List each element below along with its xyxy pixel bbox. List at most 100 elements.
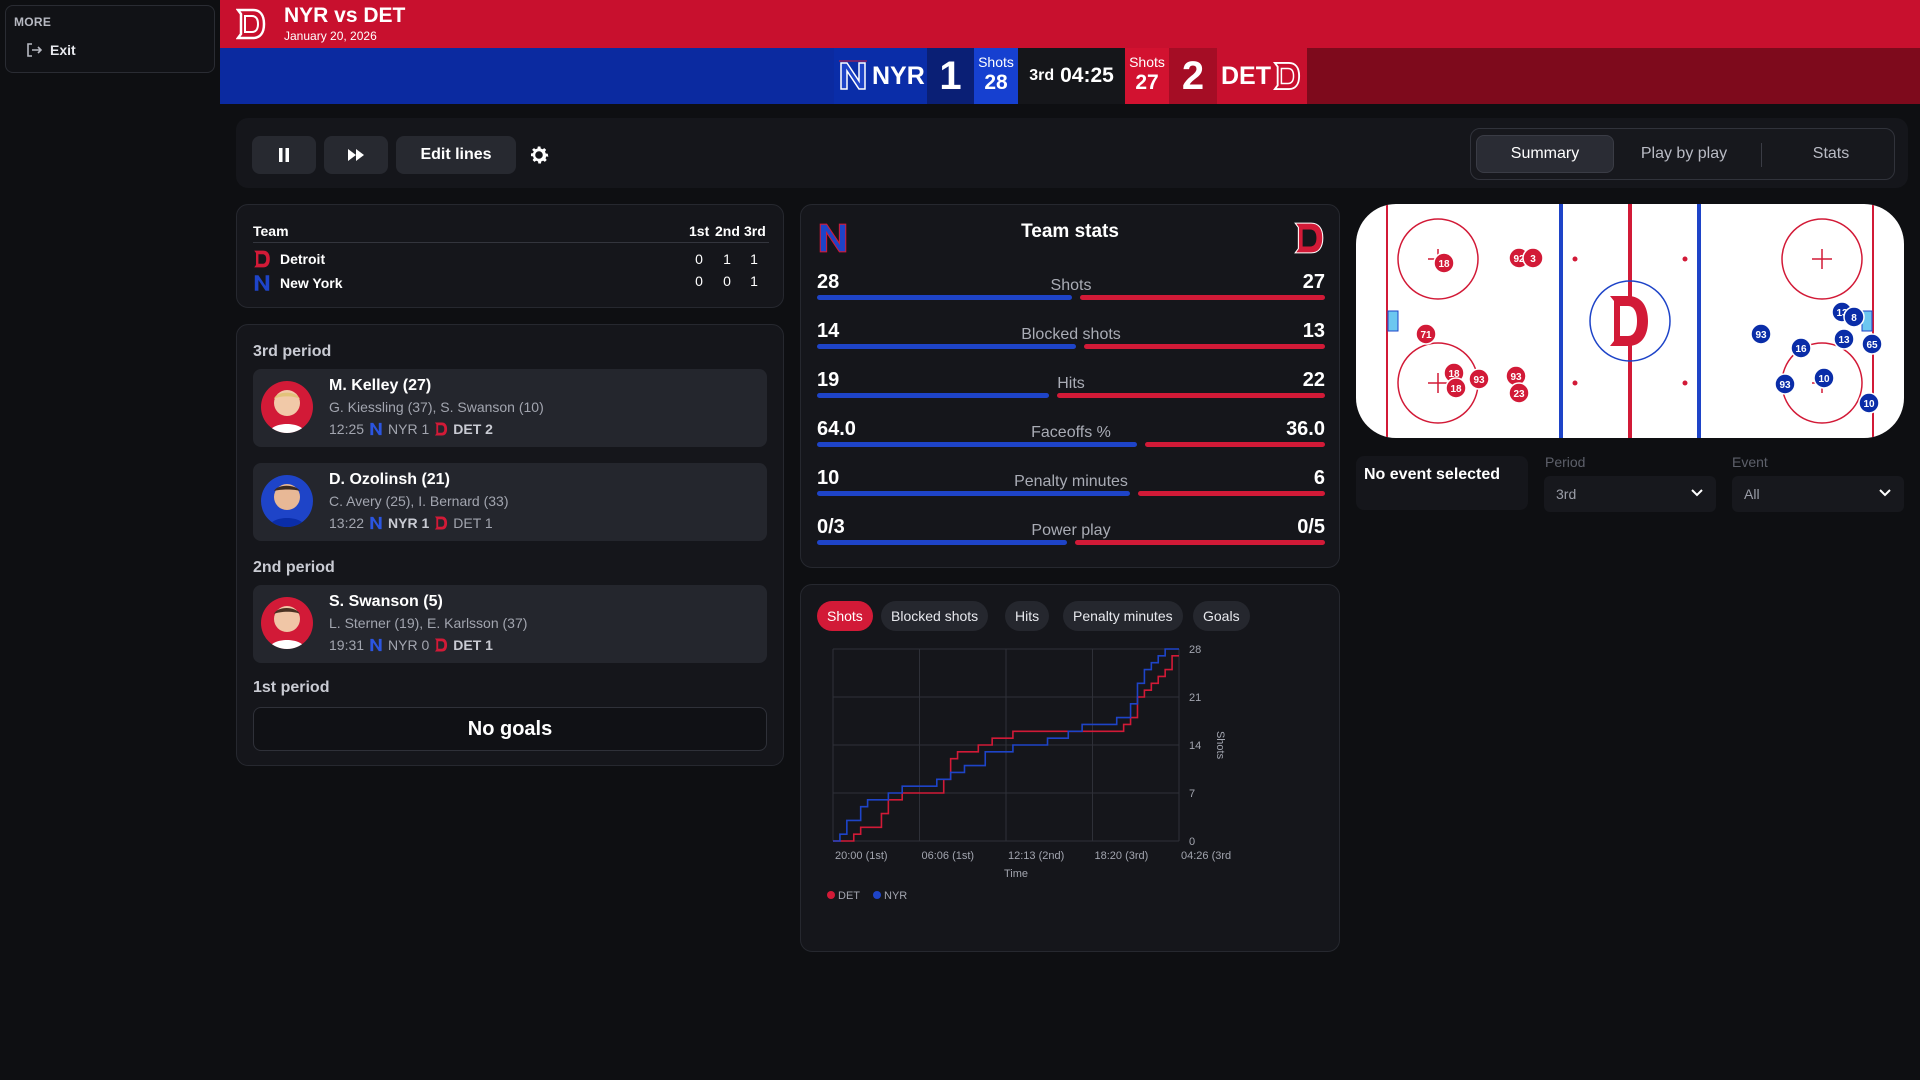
game-date: January 20, 2026: [284, 29, 377, 43]
rink-markings: [1386, 204, 1874, 438]
nyr-player-marker[interactable]: [1750, 323, 1772, 345]
period-title: 2nd period: [253, 559, 335, 576]
det-player-marker[interactable]: [1508, 382, 1530, 404]
edit-lines-button[interactable]: Edit lines: [396, 136, 516, 174]
det-stat-bar: [1075, 540, 1325, 545]
nyr-player-number: 65: [1866, 340, 1878, 351]
nyr-logo-icon: [254, 275, 270, 291]
nyr-player-marker[interactable]: [1843, 306, 1865, 328]
view-tabs: Summary Play by play Stats: [1470, 128, 1895, 180]
nyr-stat-bar: [817, 491, 1130, 496]
nyr-stat-bar: [817, 393, 1049, 398]
pause-icon: [279, 148, 289, 162]
stat-label: Blocked shots: [1021, 326, 1121, 343]
goal-card[interactable]: D. Ozolinsh (21) C. Avery (25), I. Berna…: [253, 463, 767, 541]
goal-time: 12:25: [329, 421, 365, 437]
det-logo-icon: [435, 638, 448, 652]
tab-stats[interactable]: Stats: [1812, 145, 1850, 162]
nyr-player-marker[interactable]: [1790, 337, 1812, 359]
nyr-player-marker[interactable]: [1858, 392, 1880, 414]
series-line-det: [833, 655, 1179, 842]
control-bar: Edit lines Summary Play by play Stats: [236, 118, 1908, 188]
period-filter-select[interactable]: 3rd: [1544, 476, 1716, 512]
chart-tab-blocked-shots[interactable]: Blocked shots: [881, 601, 989, 631]
nyr-logo-icon: [370, 422, 382, 436]
det-stat-value: 27: [1302, 271, 1325, 293]
chart-tab-penalty-minutes[interactable]: Penalty minutes: [1063, 601, 1183, 631]
det-player-number: 93: [1510, 372, 1522, 383]
scorebar-right: [1307, 48, 1920, 104]
nyr-stat-bar: [817, 295, 1072, 300]
x-tick-label: 12:13 (2nd): [1008, 850, 1064, 862]
det-stat-bar: [1084, 344, 1325, 349]
det-player-number: 92: [1513, 254, 1525, 265]
det-running-score: DET 1: [453, 515, 493, 531]
chevron-down-icon: [1691, 489, 1703, 497]
det-player-number: 3: [1530, 254, 1536, 265]
fast-forward-icon: [348, 149, 364, 161]
clock-time: 04:25: [1060, 64, 1114, 87]
det-logo-icon: [435, 516, 448, 530]
det-player-marker[interactable]: [1415, 323, 1437, 345]
event-filter-select[interactable]: All: [1732, 476, 1904, 512]
stat-chart-panel: Shots Blocked shots Hits Penalty minutes…: [800, 584, 1340, 952]
nyr-player-number: 8: [1851, 313, 1857, 324]
exit-button[interactable]: Exit: [26, 42, 76, 58]
chart-tab-hits[interactable]: Hits: [1005, 601, 1050, 631]
period-score-table: Team 1st 2nd 3rd Detroit 0 1 1 New York …: [236, 204, 784, 308]
event-detail: No event selected: [1356, 456, 1528, 510]
det-player-marker[interactable]: [1522, 247, 1544, 269]
det-player-number: 18: [1450, 384, 1462, 395]
tab-play-by-play[interactable]: Play by play: [1640, 145, 1728, 162]
det-stat-value: 0/5: [1297, 516, 1325, 538]
goal-time: 19:31: [329, 637, 365, 653]
nyr-running-score: NYR 1: [388, 515, 430, 531]
team-name: New York: [280, 275, 343, 291]
nyr-logo-icon: [819, 223, 847, 253]
period-filter-value: 3rd: [1556, 486, 1577, 502]
det-player-marker[interactable]: [1433, 252, 1455, 274]
det-player-marker[interactable]: [1445, 377, 1467, 399]
period-header-2nd: 2nd: [715, 223, 740, 239]
exit-label: Exit: [50, 42, 76, 58]
chart-tab-goals[interactable]: Goals: [1193, 601, 1250, 631]
nyr-player-marker[interactable]: [1861, 333, 1883, 355]
x-tick-label: 20:00 (1st): [835, 850, 888, 862]
stat-label: Shots: [1050, 277, 1092, 294]
tab-summary[interactable]: Summary: [1476, 135, 1614, 173]
chart-tab-shots[interactable]: Shots: [817, 601, 873, 631]
team-name: Detroit: [280, 251, 326, 267]
period-value: 0: [695, 273, 703, 289]
y-tick-label: 28: [1189, 644, 1201, 656]
nyr-stat-value: 64.0: [817, 418, 856, 440]
x-tick-label: 06:06 (1st): [922, 850, 975, 862]
stat-row: 28 Shots 27: [817, 271, 1325, 315]
x-tick-label: 04:26 (3rd: [1181, 850, 1231, 862]
pause-button[interactable]: [252, 136, 316, 174]
nyr-player-marker[interactable]: [1813, 367, 1835, 389]
nyr-player-marker[interactable]: [1774, 373, 1796, 395]
nyr-shots-value: 28: [984, 71, 1008, 94]
nyr-stat-bar: [817, 442, 1137, 447]
goal-card[interactable]: M. Kelley (27) G. Kiessling (37), S. Swa…: [253, 369, 767, 447]
shots-line-chart: 20:00 (1st) 06:06 (1st) 12:13 (2nd) 18:20 (…: [827, 644, 1231, 902]
nyr-player-number: 16: [1795, 344, 1807, 355]
y-tick-label: 14: [1189, 740, 1201, 752]
det-stat-bar: [1137, 491, 1325, 496]
det-team-block: DET: [1217, 48, 1307, 104]
fast-forward-button[interactable]: [324, 136, 388, 174]
det-logo-icon: [1273, 61, 1301, 90]
nyr-team-block: NYR: [834, 48, 927, 104]
exit-icon: [27, 43, 42, 57]
stat-row: 10 Penalty minutes 6: [817, 467, 1325, 511]
goal-card[interactable]: S. Swanson (5) L. Sterner (19), E. Karls…: [253, 585, 767, 663]
stat-label: Hits: [1057, 375, 1085, 392]
goal-score-line: 12:25 NYR 1 DET 2: [329, 421, 493, 437]
nyr-logo-icon: [370, 638, 382, 652]
gear-icon[interactable]: [526, 142, 552, 168]
det-player-number: 18: [1448, 369, 1460, 380]
det-player-marker[interactable]: [1468, 368, 1490, 390]
table-row-new-york: New York: [253, 273, 343, 293]
nyr-player-marker[interactable]: [1833, 328, 1855, 350]
legend-label-nyr: NYR: [884, 890, 907, 902]
